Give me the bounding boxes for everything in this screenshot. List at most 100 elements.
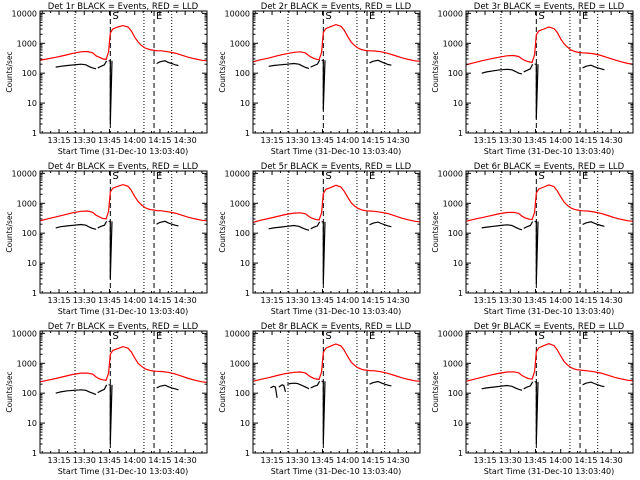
y-tick-label: 10 [240, 419, 250, 428]
plot-frame [39, 170, 208, 294]
y-tick-label: 10000 [225, 329, 250, 338]
y-tick-label: 1000 [17, 39, 37, 48]
y-tick-label: 100 [448, 69, 463, 78]
x-tick-label: 14:15 [361, 296, 384, 305]
marker-label: S [325, 171, 331, 182]
x-tick-label: 13:45 [98, 456, 121, 465]
x-tick-label: 13:30 [286, 296, 309, 305]
x-axis-label: Start Time (31-Dec-10 13:03:40) [58, 307, 189, 316]
x-tick-label: 13:45 [98, 296, 121, 305]
panel-title: Det 6r BLACK = Events, RED = LLD [474, 162, 625, 172]
plot-frame [39, 330, 208, 454]
events-series-line [534, 220, 539, 285]
y-axis-label: Counts/sec [431, 371, 440, 412]
x-tick-label: 13:30 [73, 296, 96, 305]
events-series-line [310, 60, 321, 68]
y-tick-label: 100 [22, 229, 37, 238]
marker-label: S [112, 171, 118, 182]
y-tick-label: 100 [22, 69, 37, 78]
panel-title: Det 8r BLACK = Events, RED = LLD [261, 322, 412, 332]
y-axis-label: Counts/sec [431, 51, 440, 92]
y-tick-label: 100 [448, 389, 463, 398]
lld-series-line [39, 345, 208, 383]
marker-label: E [582, 331, 588, 342]
events-series-line [523, 221, 534, 229]
x-tick-label: 13:15 [261, 136, 284, 145]
y-tick-label: 1 [458, 449, 463, 458]
y-tick-label: 100 [448, 229, 463, 238]
y-axis-label: Counts/sec [5, 211, 14, 252]
lld-series-line [465, 26, 634, 66]
y-tick-label: 1000 [443, 199, 463, 208]
events-series-line [310, 221, 321, 230]
events-series-line [321, 59, 326, 110]
x-tick-label: 13:15 [261, 296, 284, 305]
marker-label: S [325, 331, 331, 342]
events-series-line [278, 384, 287, 393]
marker-label: E [156, 11, 162, 22]
x-tick-label: 13:45 [98, 136, 121, 145]
x-tick-label: 14:30 [387, 296, 410, 305]
x-tick-label: 13:30 [499, 296, 522, 305]
y-tick-label: 10000 [12, 9, 37, 18]
events-series-line [481, 68, 523, 75]
x-tick-label: 13:30 [499, 456, 522, 465]
lld-series-line [252, 343, 421, 382]
events-series-line [55, 63, 97, 70]
marker-label: E [156, 331, 162, 342]
events-series-line [534, 63, 539, 119]
events-series-line [369, 221, 392, 228]
events-series-line [523, 63, 534, 73]
marker-label: S [538, 331, 544, 342]
lld-series-line [39, 24, 208, 62]
x-tick-label: 13:15 [474, 136, 497, 145]
events-series-line [156, 220, 179, 227]
x-tick-label: 13:15 [48, 296, 71, 305]
x-tick-label: 14:15 [148, 296, 171, 305]
x-tick-label: 14:00 [123, 136, 146, 145]
y-tick-label: 10 [240, 99, 250, 108]
plot-frame [39, 10, 208, 134]
x-tick-label: 14:30 [387, 136, 410, 145]
events-series-line [582, 221, 605, 227]
marker-label: S [538, 171, 544, 182]
panel-title: Det 9r BLACK = Events, RED = LLD [474, 322, 625, 332]
y-tick-label: 1000 [443, 39, 463, 48]
x-tick-label: 14:00 [336, 136, 359, 145]
events-series-line [582, 64, 605, 71]
y-tick-label: 10 [240, 259, 250, 268]
y-tick-label: 100 [22, 389, 37, 398]
events-series-line [108, 220, 113, 279]
y-tick-label: 1 [458, 289, 463, 298]
x-tick-label: 13:30 [499, 136, 522, 145]
y-tick-label: 1000 [230, 199, 250, 208]
events-series-line [97, 60, 108, 69]
y-tick-label: 10000 [438, 9, 463, 18]
x-tick-label: 14:30 [174, 136, 197, 145]
x-tick-label: 13:45 [311, 456, 334, 465]
x-tick-label: 13:15 [261, 456, 284, 465]
x-axis-label: Start Time (31-Dec-10 13:03:40) [58, 147, 189, 156]
events-series-line [582, 381, 605, 388]
x-tick-label: 14:00 [336, 296, 359, 305]
marker-label: S [112, 331, 118, 342]
marker-label: E [582, 11, 588, 22]
panel-title: Det 4r BLACK = Events, RED = LLD [48, 162, 199, 172]
x-tick-label: 14:15 [148, 456, 171, 465]
events-series-line [97, 221, 108, 229]
y-tick-label: 1000 [230, 359, 250, 368]
x-tick-label: 14:30 [174, 296, 197, 305]
x-tick-label: 14:30 [600, 456, 623, 465]
marker-label: E [369, 331, 375, 342]
plot-frame [252, 170, 421, 294]
panel-title: Det 7r BLACK = Events, RED = LLD [48, 322, 199, 332]
x-tick-label: 14:30 [387, 456, 410, 465]
x-axis-label: Start Time (31-Dec-10 13:03:40) [271, 147, 402, 156]
marker-label: E [582, 171, 588, 182]
